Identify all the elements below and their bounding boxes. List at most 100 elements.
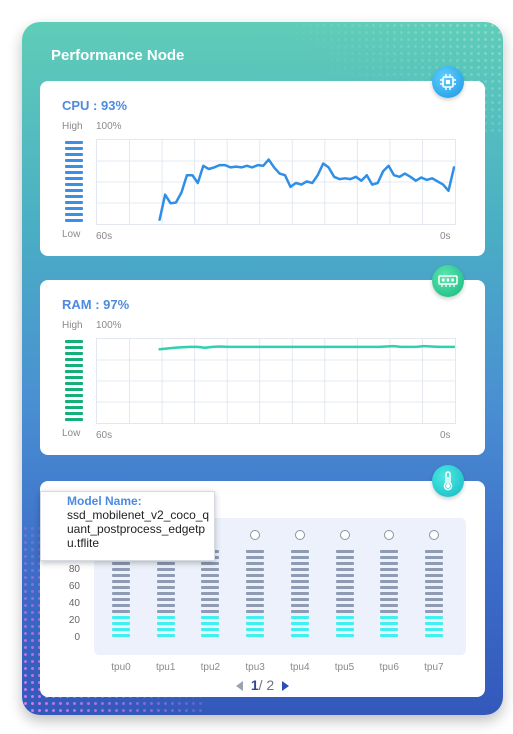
tpu-level-segment: [246, 574, 265, 577]
tpu-level-segment: [380, 616, 399, 619]
series-line: [158, 158, 456, 221]
tpu-level-segment: [380, 610, 399, 613]
cpu-x-end-label: 0s: [440, 231, 451, 242]
pager-next-icon[interactable]: [282, 681, 290, 692]
ram-card: RAM : 97% High 100% Low 60s 0s: [40, 280, 485, 455]
tpu-level-segment: [290, 550, 309, 553]
ram-graph: [96, 338, 456, 424]
tpu-level-segment: [112, 604, 130, 607]
tpu-level-segment: [246, 622, 265, 625]
tpu-level-segment: [156, 634, 175, 637]
tpu-level-segment: [112, 580, 130, 583]
ram-line-chart: [97, 339, 456, 423]
tpu-level-segment: [290, 586, 309, 589]
tpu-level-segment: [424, 604, 443, 607]
cpu-line-chart: [97, 140, 456, 224]
tpu-level-segment: [156, 616, 175, 619]
cpu-max-label: 100%: [96, 121, 122, 132]
tpu-level-segment: [201, 604, 220, 607]
model-name-tooltip: Model Name: ssd_mobilenet_v2_coco_quant_…: [40, 491, 215, 561]
tpu-level-segment: [335, 604, 354, 607]
tpu-level-segment: [424, 634, 443, 637]
ram-high-label: High: [62, 320, 83, 331]
cpu-high-label: High: [62, 121, 83, 132]
tpu-level-segment: [246, 550, 265, 553]
tpu-level-segment: [112, 634, 130, 637]
tpu-level-segment: [246, 598, 265, 601]
tpu-level-segment: [335, 634, 354, 637]
tpu-level-segment: [380, 604, 399, 607]
tpu-column-tpu7[interactable]: [424, 530, 443, 640]
tpu-level-segment: [335, 628, 354, 631]
tpu-level-segment: [156, 562, 175, 565]
tpu-level-segment: [201, 610, 220, 613]
tpu-name-label: tpu0: [111, 662, 131, 673]
cpu-title: CPU : 93%: [62, 98, 128, 113]
tpu-level-segment: [156, 568, 175, 571]
tpu-level-segment: [156, 622, 175, 625]
series-line: [158, 344, 456, 351]
ram-x-end-label: 0s: [440, 430, 451, 441]
tpu-level-segment: [290, 592, 309, 595]
tpu-status-indicator: [294, 530, 305, 540]
tpu-level-segment: [290, 580, 309, 583]
level-bar: [65, 346, 83, 349]
tpu-level-segment: [112, 586, 130, 589]
tpu-level-segment: [380, 580, 399, 583]
level-bar: [65, 219, 83, 222]
tpu-level-segment: [380, 622, 399, 625]
tpu-level-segment: [380, 634, 399, 637]
cpu-chip-icon: [432, 66, 464, 98]
tpu-level-segment: [335, 586, 354, 589]
tpu-level-segment: [290, 616, 309, 619]
tpu-level-segment: [246, 580, 265, 583]
level-bar: [65, 370, 83, 373]
tpu-y-tick-label: 60: [68, 581, 80, 592]
tpu-column-tpu5[interactable]: [335, 530, 354, 640]
tpu-level-segment: [156, 610, 175, 613]
cpu-card: CPU : 93% High 100% Low 60s 0s: [40, 81, 485, 256]
cpu-graph: [96, 139, 456, 225]
tpu-level-segment: [246, 616, 265, 619]
memory-module-icon: [432, 265, 464, 297]
pager-prev-icon[interactable]: [235, 681, 243, 692]
tpu-level-segment: [424, 592, 443, 595]
level-bar: [65, 340, 83, 343]
tpu-level-segment: [424, 562, 443, 565]
tpu-pager: 1/ 2: [40, 677, 485, 693]
tpu-status-indicator: [384, 530, 395, 540]
tpu-column-tpu3[interactable]: [246, 530, 265, 640]
level-bar: [65, 382, 83, 385]
tpu-level-segment: [112, 628, 130, 631]
tpu-level-segment: [380, 628, 399, 631]
tpu-y-tick-label: 0: [74, 632, 80, 643]
tpu-column-tpu4[interactable]: [290, 530, 309, 640]
tpu-level-segment: [290, 556, 309, 559]
tpu-name-label: tpu3: [245, 662, 265, 673]
tpu-level-segment: [112, 592, 130, 595]
level-bar: [65, 213, 83, 216]
ram-title: RAM : 97%: [62, 297, 130, 312]
tpu-level-segment: [424, 550, 443, 553]
tpu-level-segment: [156, 586, 175, 589]
level-bar: [65, 153, 83, 156]
tpu-level-segment: [380, 568, 399, 571]
tpu-level-segment: [112, 574, 130, 577]
tpu-level-segment: [424, 628, 443, 631]
level-bar: [65, 171, 83, 174]
tpu-level-segment: [201, 622, 220, 625]
tpu-level-segment: [335, 616, 354, 619]
tpu-level-segment: [112, 616, 130, 619]
cpu-level-bars: [65, 141, 83, 225]
tpu-level-segment: [335, 622, 354, 625]
tpu-level-segment: [246, 556, 265, 559]
level-bar: [65, 207, 83, 210]
tpu-level-segment: [380, 598, 399, 601]
tooltip-label: Model Name:: [67, 494, 142, 508]
tpu-level-segment: [201, 598, 220, 601]
tpu-level-segment: [112, 562, 130, 565]
tpu-column-tpu6[interactable]: [380, 530, 399, 640]
tpu-y-tick-label: 40: [68, 598, 80, 609]
tpu-level-segment: [335, 556, 354, 559]
tpu-level-segment: [335, 568, 354, 571]
